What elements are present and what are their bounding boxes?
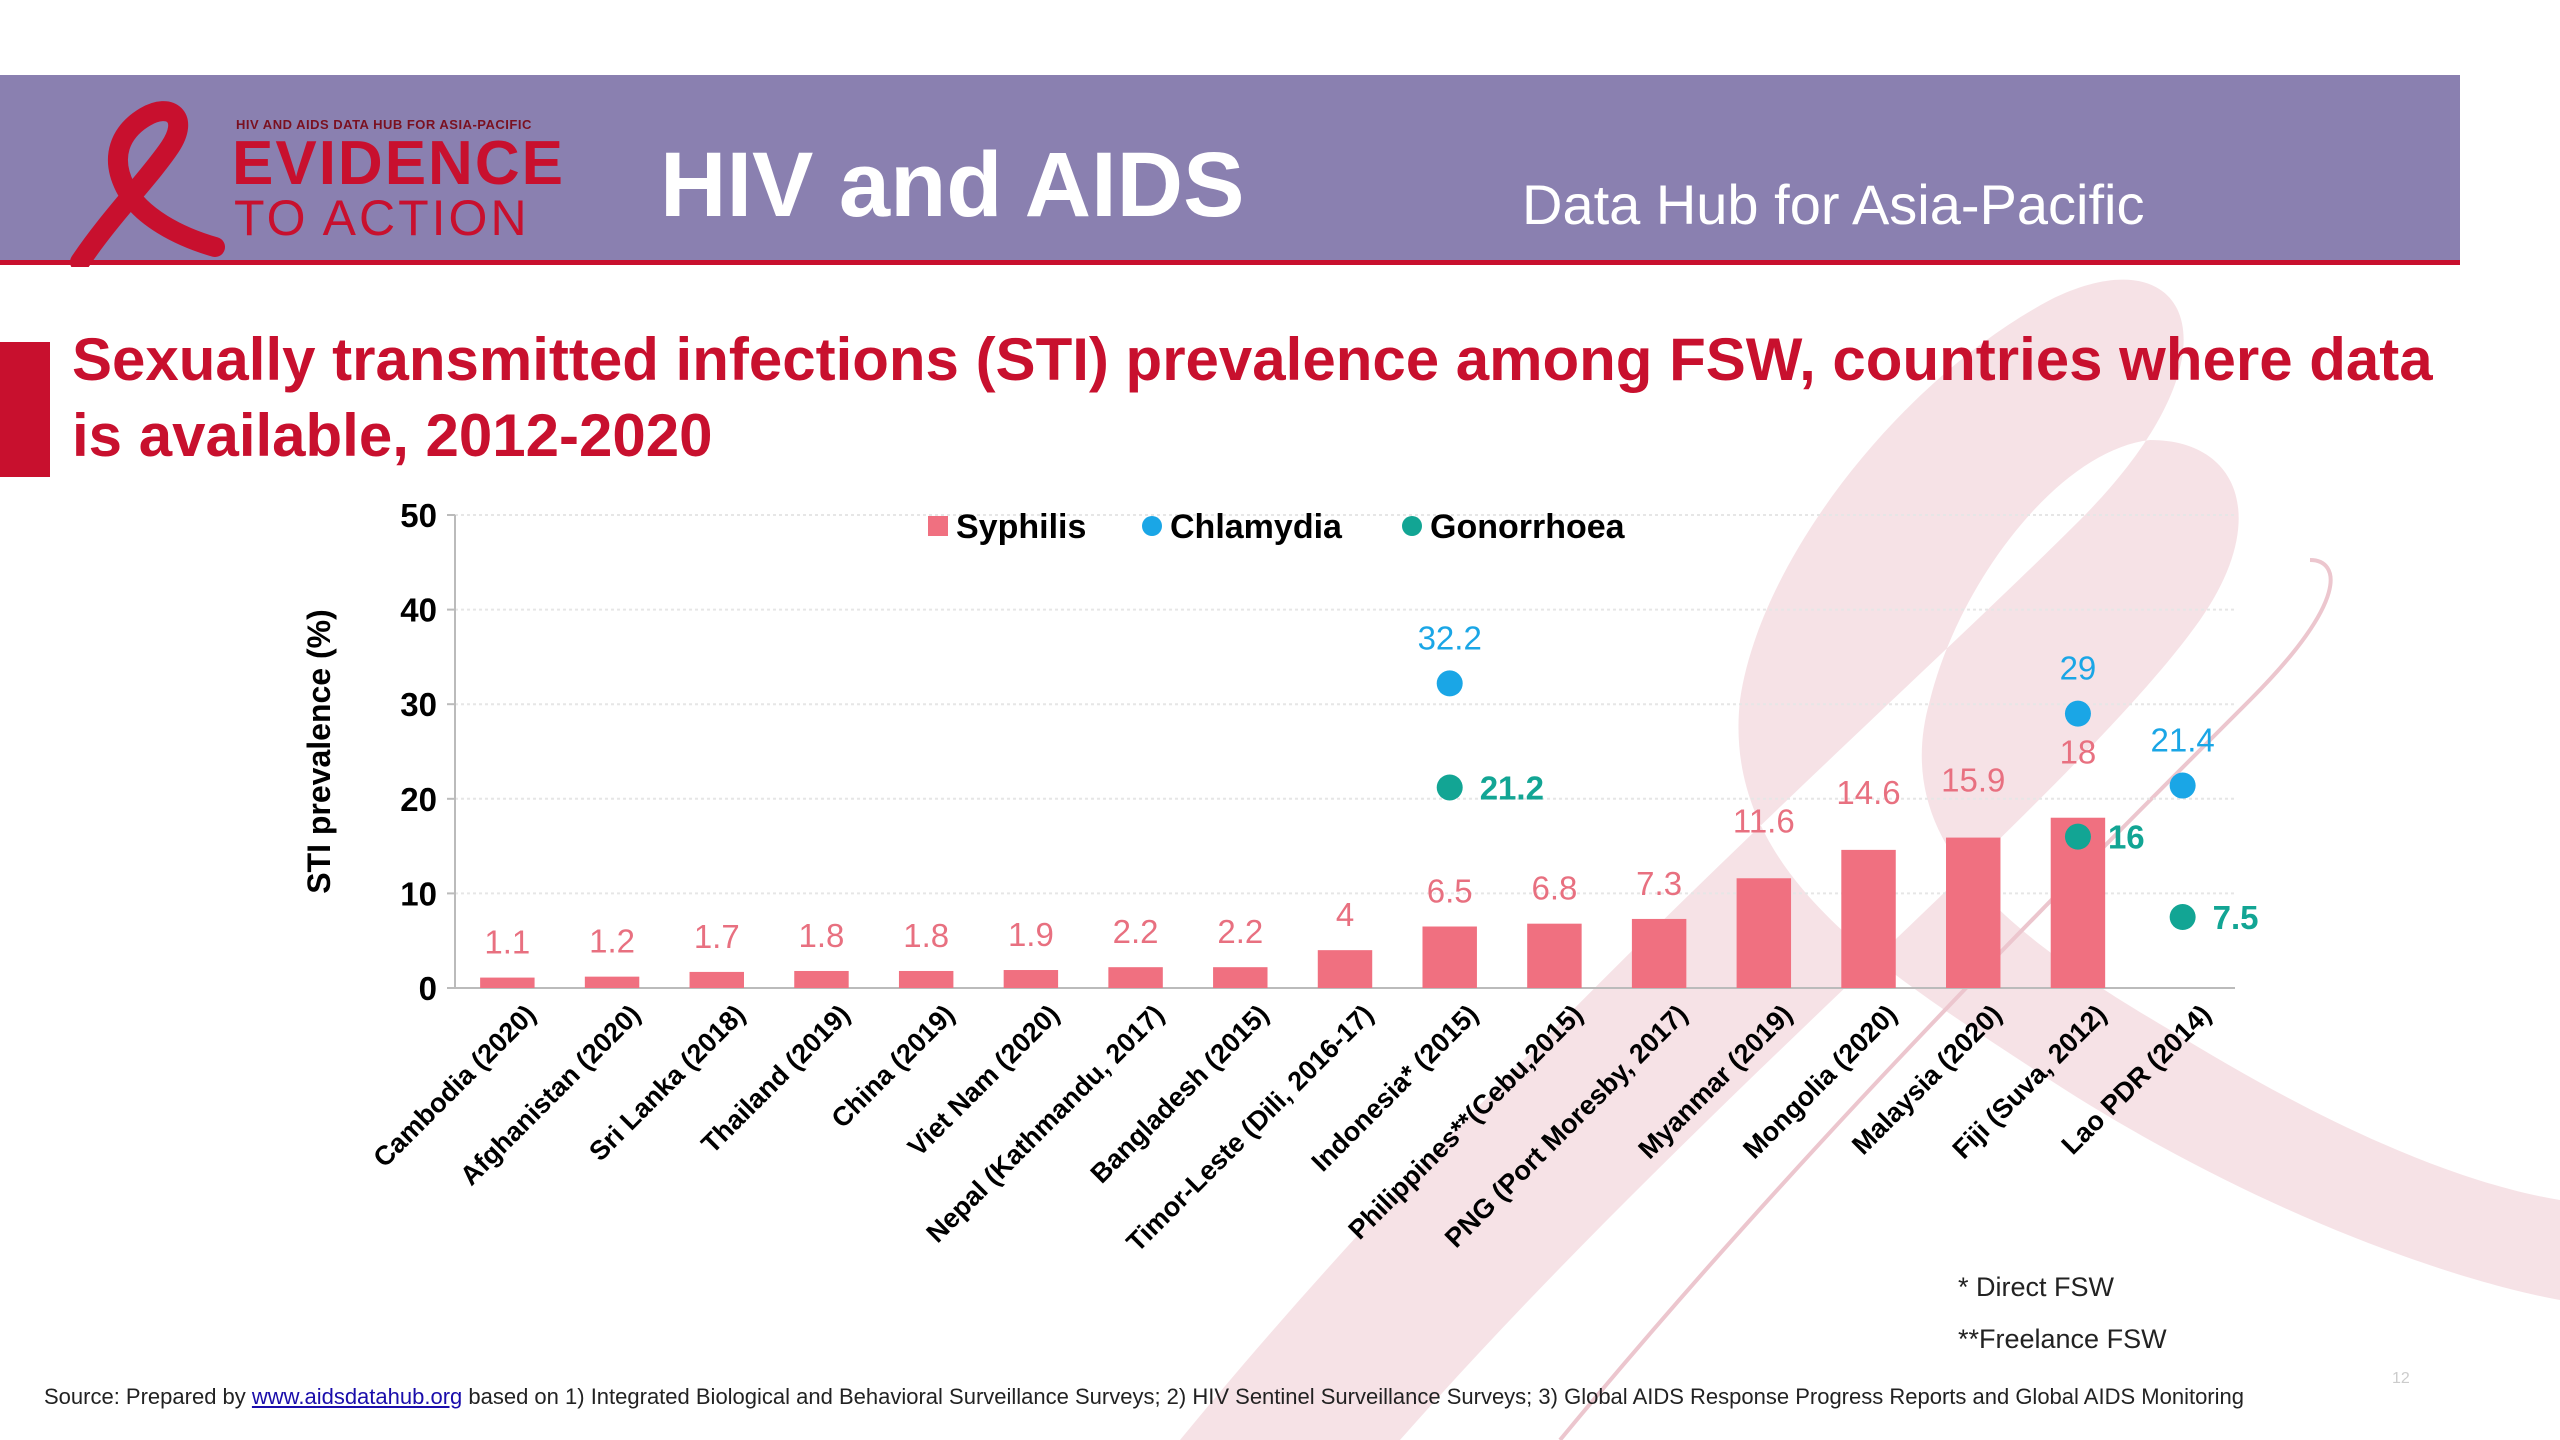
source-note: Source: Prepared by www.aidsdatahub.org …	[44, 1384, 2244, 1410]
y-tick-label: 30	[400, 686, 437, 723]
legend-syphilis-label: Syphilis	[956, 508, 1086, 546]
gonorrhoea-point	[2064, 823, 2091, 850]
slide-title: Sexually transmitted infections (STI) pr…	[72, 326, 2433, 469]
gonorrhoea-value-label: 16	[2108, 819, 2145, 856]
syphilis-value-label: 18	[2060, 734, 2097, 771]
syphilis-value-label: 1.9	[1008, 916, 1054, 953]
syphilis-bars	[480, 817, 2106, 988]
syphilis-bar	[1422, 926, 1477, 988]
syphilis-value-label: 6.8	[1531, 870, 1577, 907]
y-axis-title: STI prevalence (%)	[301, 609, 337, 894]
syphilis-value-label: 6.5	[1427, 873, 1473, 910]
logo-tagline: HIV AND AIDS DATA HUB FOR ASIA-PACIFIC	[236, 117, 532, 132]
footnote-freelance-fsw: **Freelance FSW	[1958, 1324, 2167, 1354]
gonorrhoea-point	[1436, 774, 1463, 801]
syphilis-value-label: 1.8	[799, 917, 845, 954]
aidsdatahub-link[interactable]: www.aidsdatahub.org	[251, 1384, 463, 1409]
y-tick-label: 20	[400, 781, 437, 818]
y-tick-label: 40	[400, 592, 437, 629]
syphilis-value-label: 4	[1336, 896, 1354, 933]
syphilis-value-label: 11.6	[1733, 802, 1795, 839]
y-tick-label: 0	[419, 970, 437, 1007]
header-subtitle: Data Hub for Asia-Pacific	[1522, 173, 2145, 236]
syphilis-bar	[1003, 970, 1059, 988]
syphilis-bar	[689, 971, 744, 988]
gonorrhoea-point	[2169, 904, 2196, 931]
syphilis-bar	[584, 976, 640, 988]
chlamydia-value-label: 21.4	[2151, 722, 2215, 759]
syphilis-value-label: 2.2	[1113, 913, 1159, 950]
syphilis-value-label: 14.6	[1836, 774, 1900, 811]
chlamydia-value-label: 32.2	[1418, 619, 1482, 656]
syphilis-value-label: 1.8	[903, 917, 949, 954]
syphilis-value-label: 1.1	[484, 924, 530, 961]
syphilis-value-label: 15.9	[1941, 762, 2005, 799]
syphilis-bar	[794, 970, 849, 988]
chlamydia-point	[2169, 772, 2196, 799]
header-title: HIV and AIDS	[660, 134, 1245, 236]
source-prefix: Source: Prepared by	[44, 1384, 252, 1409]
legend-chlamydia-marker	[1142, 516, 1162, 536]
legend-gonorrhoea-label: Gonorrhoea	[1430, 508, 1626, 546]
point-markers	[1436, 670, 2196, 931]
x-category-label: Bangladesh (2015)	[1085, 999, 1275, 1189]
syphilis-bar	[1736, 878, 1792, 988]
syphilis-bar	[1108, 967, 1163, 988]
source-suffix: based on 1) Integrated Biological and Be…	[462, 1384, 2244, 1409]
legend-gonorrhoea-marker	[1402, 516, 1422, 536]
logo-evidence-text: EVIDENCE	[232, 129, 565, 198]
chart-legend: Syphilis Chlamydia Gonorrhoea	[928, 508, 1626, 546]
syphilis-bar	[1527, 923, 1582, 988]
logo-to-action-text: TO ACTION	[234, 190, 530, 246]
syphilis-value-label: 2.2	[1217, 913, 1263, 950]
evidence-to-action-logo: HIV AND AIDS DATA HUB FOR ASIA-PACIFIC E…	[40, 97, 620, 267]
red-ribbon-icon	[70, 101, 225, 267]
chlamydia-value-label: 29	[2060, 650, 2097, 687]
chlamydia-point	[1436, 670, 1463, 697]
legend-chlamydia-label: Chlamydia	[1170, 508, 1343, 546]
y-tick-label: 10	[400, 875, 437, 912]
syphilis-bar	[480, 977, 535, 988]
data-labels: 1.1 1.2 1.7 1.8 1.8 1.9 2.2 2.2 4 6.5 6.8 7.3 11.6 14…	[484, 619, 2258, 960]
title-accent-bar	[0, 342, 50, 477]
legend-syphilis-marker	[928, 516, 948, 536]
gonorrhoea-value-label: 21.2	[1480, 769, 1544, 806]
gonorrhoea-value-label: 7.5	[2213, 899, 2259, 936]
syphilis-value-label: 7.3	[1636, 865, 1682, 902]
page-number: 12	[2392, 1370, 2410, 1387]
syphilis-bar	[1213, 967, 1268, 988]
chart-gridlines	[455, 514, 2235, 895]
chlamydia-point	[2064, 700, 2091, 727]
footnote-direct-fsw: * Direct FSW	[1958, 1272, 2115, 1302]
syphilis-bar	[1841, 849, 1896, 988]
y-tick-label: 50	[400, 497, 437, 534]
syphilis-bar	[1317, 950, 1373, 988]
syphilis-bar	[1946, 837, 2001, 988]
syphilis-value-label: 1.2	[589, 923, 635, 960]
x-category-label: Afghanistan (2020)	[454, 999, 646, 1191]
header-banner: HIV AND AIDS DATA HUB FOR ASIA-PACIFIC E…	[0, 75, 2460, 267]
syphilis-value-label: 1.7	[694, 918, 740, 955]
syphilis-bar	[898, 970, 954, 988]
syphilis-bar	[1631, 918, 1687, 988]
